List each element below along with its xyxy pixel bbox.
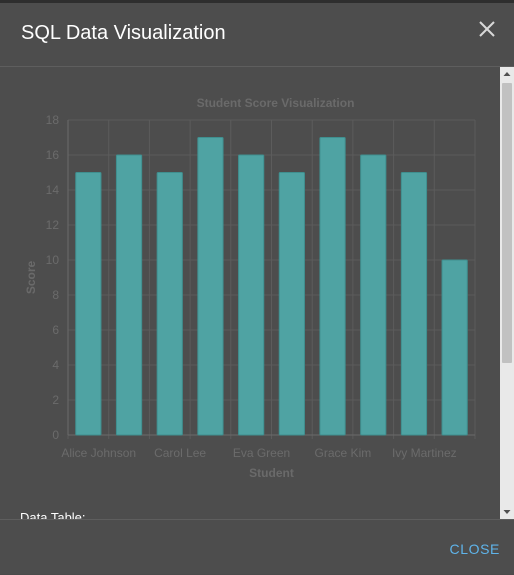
y-tick-label: 6 [52,323,59,337]
y-axis-title: Score [24,261,38,295]
x-tick-label: Ivy Martinez [392,446,457,460]
bar-chart: 0 2 4 6 8 10 12 14 16 18 Alice Johnson Carol Lee Eva… [24,96,476,480]
close-button[interactable]: CLOSE [449,541,500,557]
bar [238,154,265,436]
y-tick-label: 16 [46,148,60,162]
y-tick-label: 12 [46,218,60,232]
y-tick-label: 18 [46,113,60,127]
chart-title: Student Score Visualization [197,96,355,110]
bar [197,137,224,436]
bar [156,172,183,436]
bar [441,259,468,436]
x-tick-label: Grace Kim [315,446,372,460]
x-tick-label: Carol Lee [154,446,206,460]
bar [400,172,428,436]
dialog-header: SQL Data Visualization [0,3,514,67]
window-top-strip [0,0,514,3]
dialog-content: 0 2 4 6 8 10 12 14 16 18 Alice Johnson Carol Lee Eva… [0,67,500,519]
bar [75,172,102,436]
y-tick-label: 2 [52,393,59,407]
scroll-down-arrow-icon[interactable] [500,505,514,519]
y-tick-label: 14 [46,183,60,197]
bar [360,154,387,436]
scroll-up-arrow-icon[interactable] [500,67,514,81]
data-table-label: Data Table: [20,510,86,519]
close-icon[interactable] [478,20,496,38]
bar [319,137,346,436]
x-tick-label: Alice Johnson [61,446,136,460]
bar [115,154,143,436]
x-tick-label: Eva Green [233,446,290,460]
y-tick-label: 0 [52,428,59,442]
y-tick-label: 10 [46,253,60,267]
x-axis-title: Student [249,466,294,480]
dialog-title: SQL Data Visualization [21,22,226,44]
scrollbar-thumb[interactable] [502,83,512,363]
y-tick-label: 4 [52,358,59,372]
visualization-dialog: SQL Data Visualization 0 2 4 6 8 10 12 14 16 18 Al… [0,3,514,574]
dialog-footer: CLOSE [0,519,514,575]
y-tick-label: 8 [52,288,59,302]
bar [278,172,305,436]
content-scrollbar[interactable] [500,67,514,519]
